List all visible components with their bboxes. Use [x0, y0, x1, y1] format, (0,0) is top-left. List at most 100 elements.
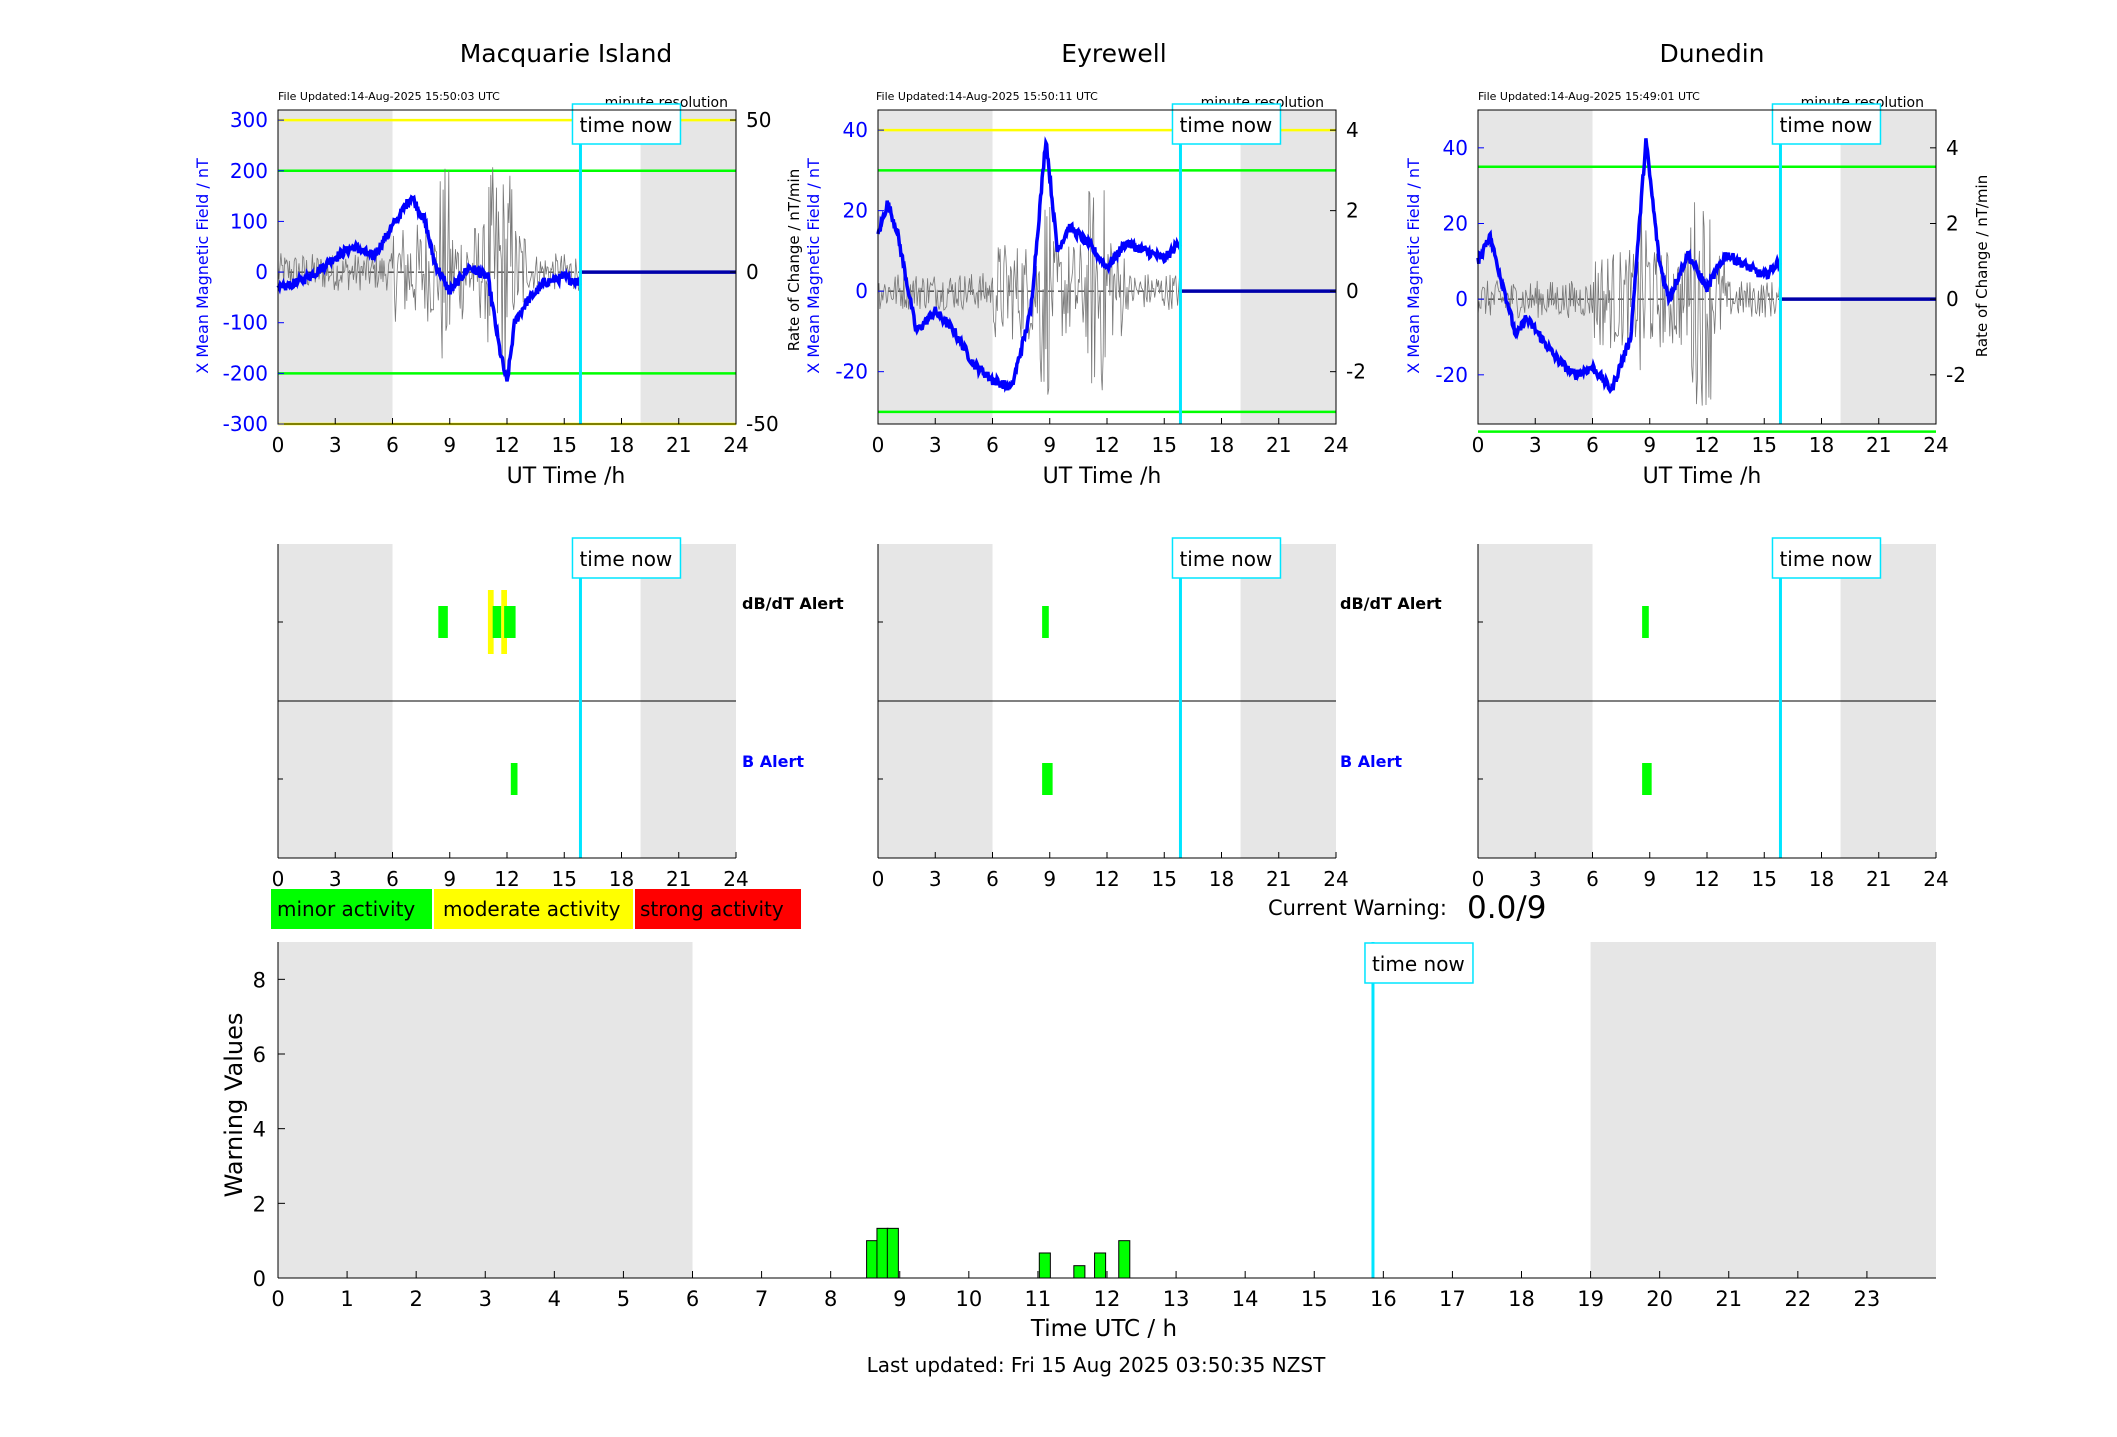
x-tick-label: 18 — [1809, 433, 1834, 457]
warning-x-axis-label: Time UTC / h — [1030, 1316, 1177, 1342]
station-panel-eyrewell: Eyrewell File Updated:14-Aug-2025 15:50:… — [785, 39, 1442, 891]
y-tick-label: 20 — [843, 199, 868, 223]
time-now-box — [1771, 103, 1882, 145]
x-tick-label: 19 — [1577, 1287, 1604, 1311]
x-tick-label: 3 — [929, 867, 942, 891]
night-shading — [278, 942, 693, 1278]
time-now-box — [1771, 537, 1882, 579]
y-tick-label: -300 — [223, 412, 268, 436]
y-tick-label: 300 — [230, 108, 268, 132]
x-tick-label: 0 — [1472, 867, 1485, 891]
x-tick-label: 9 — [1643, 867, 1656, 891]
x-tick-label: 0 — [872, 867, 885, 891]
night-shading — [1590, 942, 1936, 1278]
night-shading — [878, 110, 993, 424]
time-now-label: time now — [1179, 547, 1272, 571]
time-now-label: time now — [1179, 113, 1272, 137]
x-tick-label: 21 — [1715, 1287, 1742, 1311]
y-tick-label: 0 — [255, 260, 268, 284]
warning-bar — [876, 1227, 889, 1279]
time-now-label: time now — [579, 547, 672, 571]
x-tick-label: 6 — [1586, 433, 1599, 457]
x-tick-label: 12 — [1694, 867, 1719, 891]
time-now-box — [1364, 942, 1474, 984]
time-now-box — [1171, 103, 1282, 145]
right-y-tick-label: -50 — [746, 412, 779, 436]
x-tick-label: 21 — [1266, 433, 1291, 457]
last-updated-text: Last updated: Fri 15 Aug 2025 03:50:35 N… — [867, 1353, 1326, 1377]
dbdt-alert-bar — [492, 606, 502, 638]
x-axis-label: UT Time /h — [507, 464, 626, 489]
x-tick-label: 18 — [1809, 867, 1834, 891]
y-tick-label: 200 — [230, 159, 268, 183]
x-tick-label: 18 — [609, 867, 634, 891]
x-axis-label: UT Time /h — [1643, 464, 1762, 489]
alert-timeline-plot: time now 0 3 6 9 12 15 18 21 24 — [872, 537, 1349, 891]
night-shading — [1840, 110, 1936, 424]
warning-bar — [886, 1227, 899, 1279]
y-tick-label: -100 — [223, 311, 268, 335]
right-y-tick-label: 2 — [1346, 199, 1359, 223]
x-tick-label: 18 — [1209, 433, 1234, 457]
rate-of-change-label: Rate of Change / nT/min — [1973, 175, 1991, 357]
x-tick-label: 24 — [723, 433, 748, 457]
current-warning-value: 0.0/9 — [1467, 890, 1546, 926]
time-now-label: time now — [1779, 547, 1872, 571]
x-axis-label: UT Time /h — [1043, 464, 1162, 489]
magnetic-field-trace — [876, 136, 1182, 393]
x-tick-label: 7 — [755, 1287, 768, 1311]
b-alert-label: B Alert — [742, 752, 804, 771]
legend-swatch-minor — [271, 889, 432, 929]
x-tick-label: 0 — [272, 433, 285, 457]
x-tick-label: 0 — [271, 1287, 284, 1311]
right-y-tick-label: 2 — [1946, 211, 1959, 235]
legend-swatch-strong — [635, 889, 801, 929]
y-tick-label: 40 — [843, 118, 868, 142]
x-tick-label: 0 — [272, 867, 285, 891]
x-tick-label: 21 — [1866, 433, 1891, 457]
station-panel-macquarie: Macquarie Island File Updated:14-Aug-202… — [193, 39, 844, 891]
x-tick-label: 12 — [1694, 433, 1719, 457]
time-now-box — [571, 103, 682, 145]
x-tick-label: 15 — [552, 433, 577, 457]
magnetic-field-plot: time now -300 -200 -100 0 100 200 300 -50 0 50 0 3 6 9… — [223, 103, 779, 457]
dbdt-alert-bar — [438, 606, 448, 638]
legend-swatch-moderate — [434, 889, 633, 929]
x-tick-label: 9 — [443, 867, 456, 891]
x-tick-label: 15 — [1752, 433, 1777, 457]
y-tick-label: -20 — [1435, 363, 1468, 387]
x-tick-label: 5 — [617, 1287, 630, 1311]
y-tick-label: -20 — [835, 360, 868, 384]
dbdt-alert-label: dB/dT Alert — [1340, 594, 1442, 613]
y-tick-label: -200 — [223, 361, 268, 385]
x-tick-label: 18 — [609, 433, 634, 457]
warning-y-axis-label: Warning Values — [220, 1013, 248, 1198]
dbdt-alert-bar — [1042, 606, 1049, 638]
x-tick-label: 3 — [329, 867, 342, 891]
x-tick-label: 9 — [1043, 433, 1056, 457]
x-tick-label: 12 — [494, 433, 519, 457]
b-alert-label: B Alert — [1340, 752, 1402, 771]
right-y-tick-label: 4 — [1346, 118, 1359, 142]
magnetic-field-trace — [1476, 138, 1782, 395]
magnetic-field-trace — [276, 194, 582, 382]
x-tick-label: 6 — [986, 867, 999, 891]
x-tick-label: 15 — [1752, 867, 1777, 891]
x-tick-label: 6 — [1586, 867, 1599, 891]
x-tick-label: 6 — [986, 433, 999, 457]
time-now-box — [571, 537, 682, 579]
x-tick-label: 18 — [1508, 1287, 1535, 1311]
x-tick-label: 24 — [1323, 867, 1348, 891]
dbdt-alert-bar — [1642, 606, 1649, 638]
warning-bar — [1094, 1252, 1107, 1279]
x-tick-label: 11 — [1025, 1287, 1052, 1311]
x-tick-label: 23 — [1854, 1287, 1881, 1311]
left-y-axis-label: X Mean Magnetic Field / nT — [804, 158, 823, 374]
dbdt-alert-label: dB/dT Alert — [742, 594, 844, 613]
x-tick-label: 0 — [872, 433, 885, 457]
x-tick-label: 14 — [1232, 1287, 1259, 1311]
x-tick-label: 9 — [443, 433, 456, 457]
y-tick-label: 20 — [1443, 211, 1468, 235]
